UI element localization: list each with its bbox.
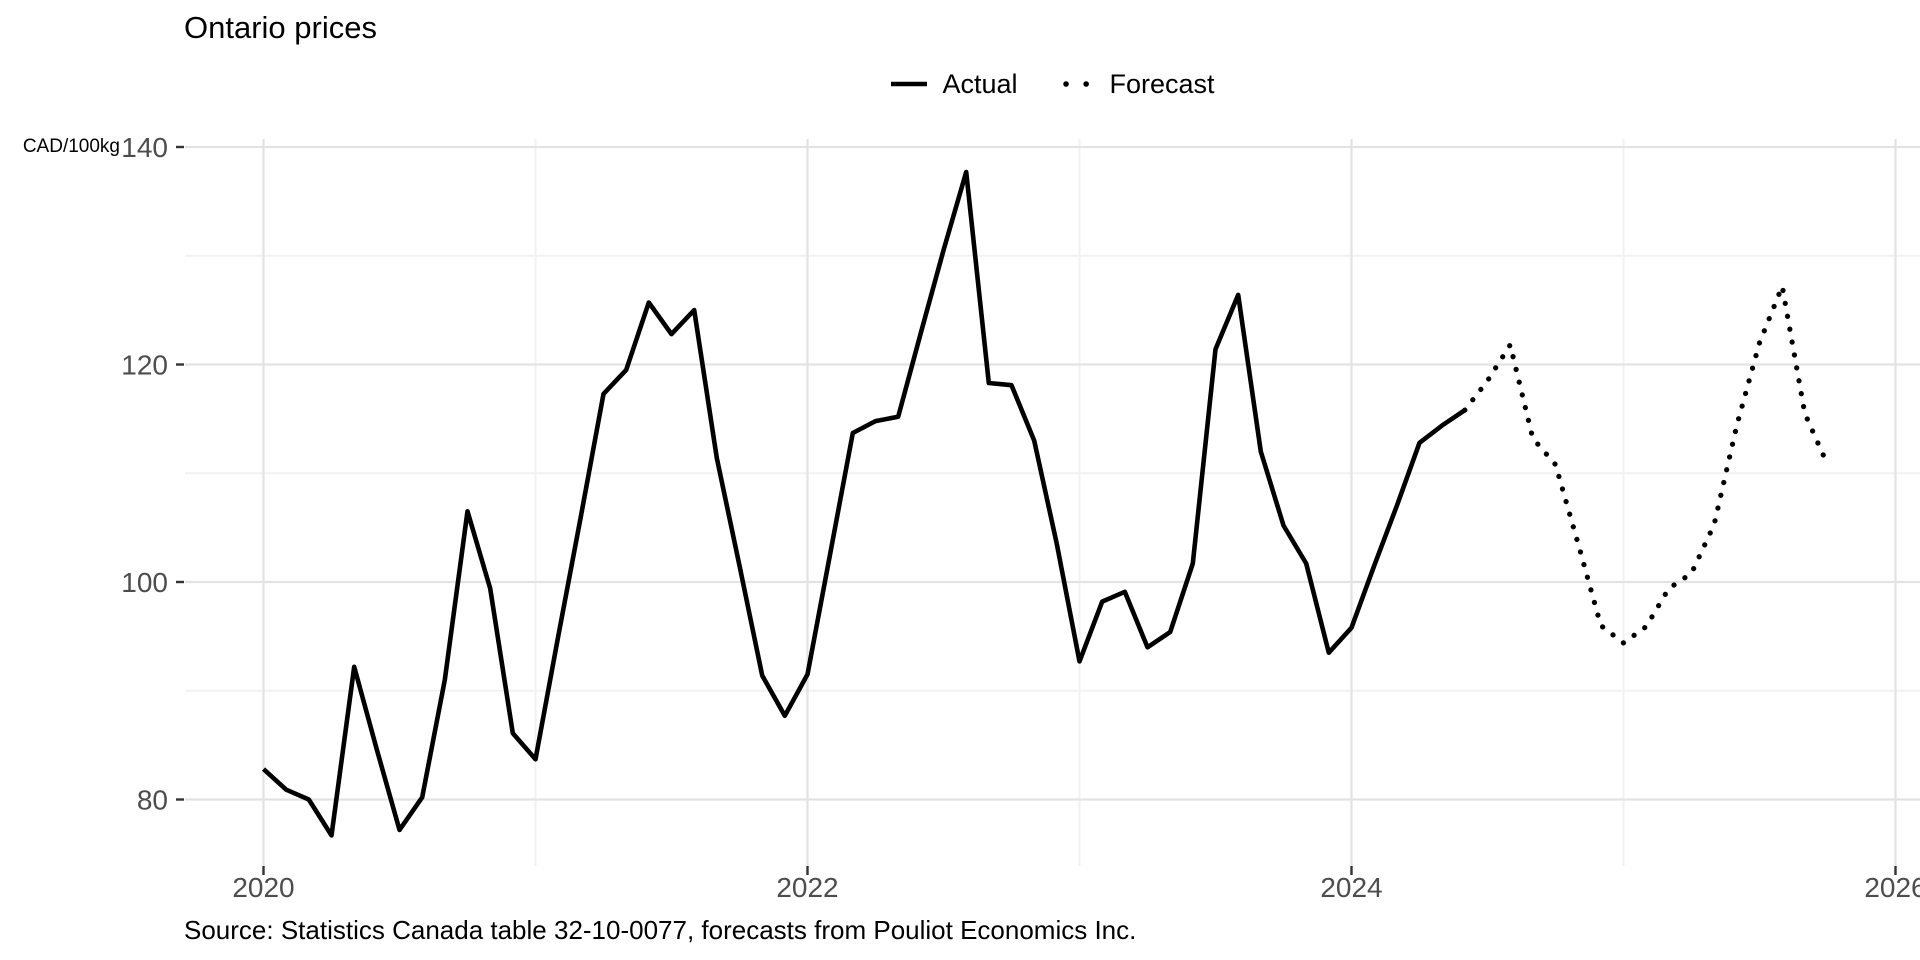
legend-label-forecast: Forecast [1109, 68, 1215, 99]
legend-label-actual: Actual [942, 68, 1018, 99]
legend-item-forecast: Forecast [1058, 69, 1215, 100]
y-tick-label: 140 [121, 132, 168, 163]
y-tick-label: 80 [137, 785, 168, 816]
solid-line-swatch-icon [891, 81, 928, 87]
chart-title: Ontario prices [184, 10, 377, 45]
x-tick-label: 2024 [1320, 872, 1382, 903]
x-tick-label: 2022 [776, 872, 838, 903]
x-tick-label: 2020 [232, 872, 294, 903]
y-axis-unit-label: CAD/100kg [22, 136, 120, 157]
legend: Actual Forecast [185, 64, 1920, 104]
forecast-line [1462, 283, 1831, 646]
source-note: Source: Statistics Canada table 32-10-00… [184, 915, 1137, 945]
y-tick-label: 100 [121, 567, 168, 598]
x-tick-label: 2026 [1864, 872, 1920, 903]
actual-line [261, 169, 1467, 838]
legend-item-actual: Actual [890, 68, 1018, 100]
y-tick-label: 120 [121, 350, 168, 381]
